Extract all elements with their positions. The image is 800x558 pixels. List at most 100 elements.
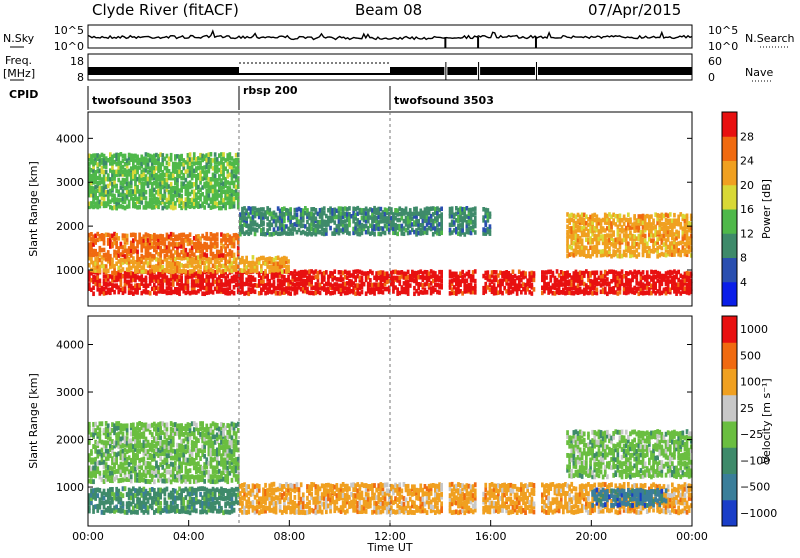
heatmap-cell-band-0 [409, 283, 412, 288]
heatmap-cell-band-0 [606, 277, 609, 282]
cpid-segment-rbsp: rbsp 200 [243, 84, 298, 97]
cpid-segment-twofsound-1: twofsound 3503 [92, 94, 192, 107]
heatmap-cell-band-0 [92, 292, 95, 297]
heatmap-cell-band-4 [629, 217, 632, 222]
heatmap-cell-band-1 [296, 482, 299, 487]
heatmap-cell-band-2 [115, 241, 118, 246]
nsky-frame [88, 25, 692, 48]
heatmap-cell-band-5 [143, 186, 146, 191]
heatmap-cell-band-0 [426, 290, 429, 295]
heatmap-cell-band-0 [122, 501, 125, 506]
heatmap-cell-band-1 [359, 501, 362, 506]
heatmap-cell-band-3 [440, 220, 443, 225]
heatmap-cell-band-4 [619, 250, 622, 255]
nsky-label: N.Sky [3, 32, 35, 45]
heatmap-cell-band-3 [361, 231, 364, 236]
heatmap-cell-band-0 [151, 505, 154, 510]
heatmap-cell-band-0 [524, 271, 527, 276]
heatmap-cell-band-4 [627, 241, 630, 246]
heatmap-cell-band-3 [474, 211, 477, 216]
heatmap-cell-band-2 [136, 244, 139, 249]
colorbar-tick-5: 24 [740, 155, 754, 168]
heatmap-cell-band-0 [533, 287, 536, 292]
heatmap-cell-band-0 [545, 275, 548, 280]
heatmap-cell-band-3 [474, 216, 477, 221]
colorbar-tick-3: 16 [740, 203, 754, 216]
heatmap-cell-band-0 [136, 290, 139, 295]
heatmap-cell-band-1 [199, 265, 202, 270]
heatmap-cell-band-5 [140, 200, 143, 205]
heatmap-cell-band-0 [468, 270, 471, 275]
heatmap-cell-band-1 [407, 484, 410, 489]
heatmap-cell-band-0 [440, 270, 443, 275]
cpid-row: CPID twofsound 3503 rbsp 200 twofsound 3… [9, 84, 494, 110]
heatmap-cell-band-0 [407, 291, 410, 296]
heatmap-cell-band-2 [99, 252, 102, 257]
heatmap-cell-band-5 [210, 152, 213, 157]
nsearch-tick-low: 10^0 [708, 40, 738, 53]
heatmap-cell-band-1 [287, 259, 290, 264]
heatmap-cell-band-0 [604, 287, 607, 292]
heatmap-cell-band-1 [264, 483, 267, 488]
nsky-tick-low: 10^0 [54, 40, 84, 53]
heatmap-cell-band-2 [136, 249, 139, 254]
heatmap-cell-band-0 [438, 290, 441, 295]
heatmap-cell-band-4 [625, 253, 628, 258]
heatmap-cell-band-1 [113, 268, 116, 273]
heatmap-cell-band-0 [512, 270, 515, 275]
heatmap-cell-band-0 [159, 501, 162, 506]
colorbar-swatch-4 [722, 185, 737, 210]
heatmap-cell-band-1 [185, 269, 188, 274]
colorbar-swatch-2 [722, 233, 737, 258]
heatmap-cell-band-4 [612, 230, 615, 235]
heatmap-cell-band-0 [556, 269, 559, 274]
heatmap-cell-band-3 [384, 231, 387, 236]
heatmap-cell-band-1 [287, 269, 290, 274]
heatmap-cell-band-2 [136, 254, 139, 259]
heatmap-cell-band-2 [216, 237, 219, 242]
heatmap-cell-band-1 [258, 484, 261, 489]
heatmap-cell-band-5 [159, 190, 162, 195]
nsky-tick-high: 10^5 [54, 24, 84, 37]
y-tick-label-2000: 2000 [56, 220, 84, 233]
heatmap-cell-band-4 [673, 213, 676, 218]
heatmap-cell-band-4 [648, 254, 651, 259]
heatmap-cell-band-0 [120, 283, 123, 288]
heatmap-cell-band-5 [224, 206, 227, 211]
heatmap-cell-band-1 [260, 269, 263, 274]
colorbar-tick-0: 4 [740, 276, 747, 289]
heatmap-cell-band-1 [247, 484, 250, 489]
heatmap-cell-band-0 [407, 270, 410, 275]
heatmap-cell-band-0 [310, 280, 313, 285]
heatmap-cell-band-2 [216, 232, 219, 237]
freq-trace-segment-b [390, 67, 692, 75]
heatmap-cell-band-4 [608, 246, 611, 251]
heatmap-cell-band-0 [531, 291, 534, 296]
cpid-segment-twofsound-2: twofsound 3503 [394, 94, 494, 107]
heatmap-cell-band-1 [300, 482, 303, 487]
heatmap-cell-band-2 [140, 248, 143, 253]
heatmap-cell-band-0 [92, 286, 95, 291]
heatmap-cell-band-3 [289, 207, 292, 212]
heatmap-cell-band-0 [273, 279, 276, 284]
heatmap-cell-band-0 [487, 270, 490, 275]
heatmap-cell-band-4 [633, 214, 636, 219]
heatmap-cell-band-4 [596, 245, 599, 250]
heatmap-cell-band-0 [124, 486, 127, 491]
heatmap-cell-band-5 [222, 152, 225, 157]
heatmap-cell-band-3 [440, 207, 443, 212]
colorbar-swatch-6 [722, 136, 737, 161]
heatmap-cell-band-1 [361, 491, 364, 496]
heatmap-cell-band-0 [361, 290, 364, 295]
heatmap-cell-band-0 [373, 291, 376, 296]
heatmap-cell-band-3 [440, 231, 443, 236]
heatmap-cell-band-0 [147, 510, 150, 515]
colorbar-swatch-1 [722, 258, 737, 283]
heatmap-cell-band-5 [145, 196, 148, 201]
heatmap-cell-band-0 [596, 270, 599, 275]
heatmap-cell-band-0 [289, 291, 292, 296]
heatmap-cell-band-3 [489, 224, 492, 229]
heatmap-cell-band-0 [111, 487, 114, 492]
heatmap-cell-band-2 [124, 244, 127, 249]
nsearch-tick-high: 10^5 [708, 24, 738, 37]
